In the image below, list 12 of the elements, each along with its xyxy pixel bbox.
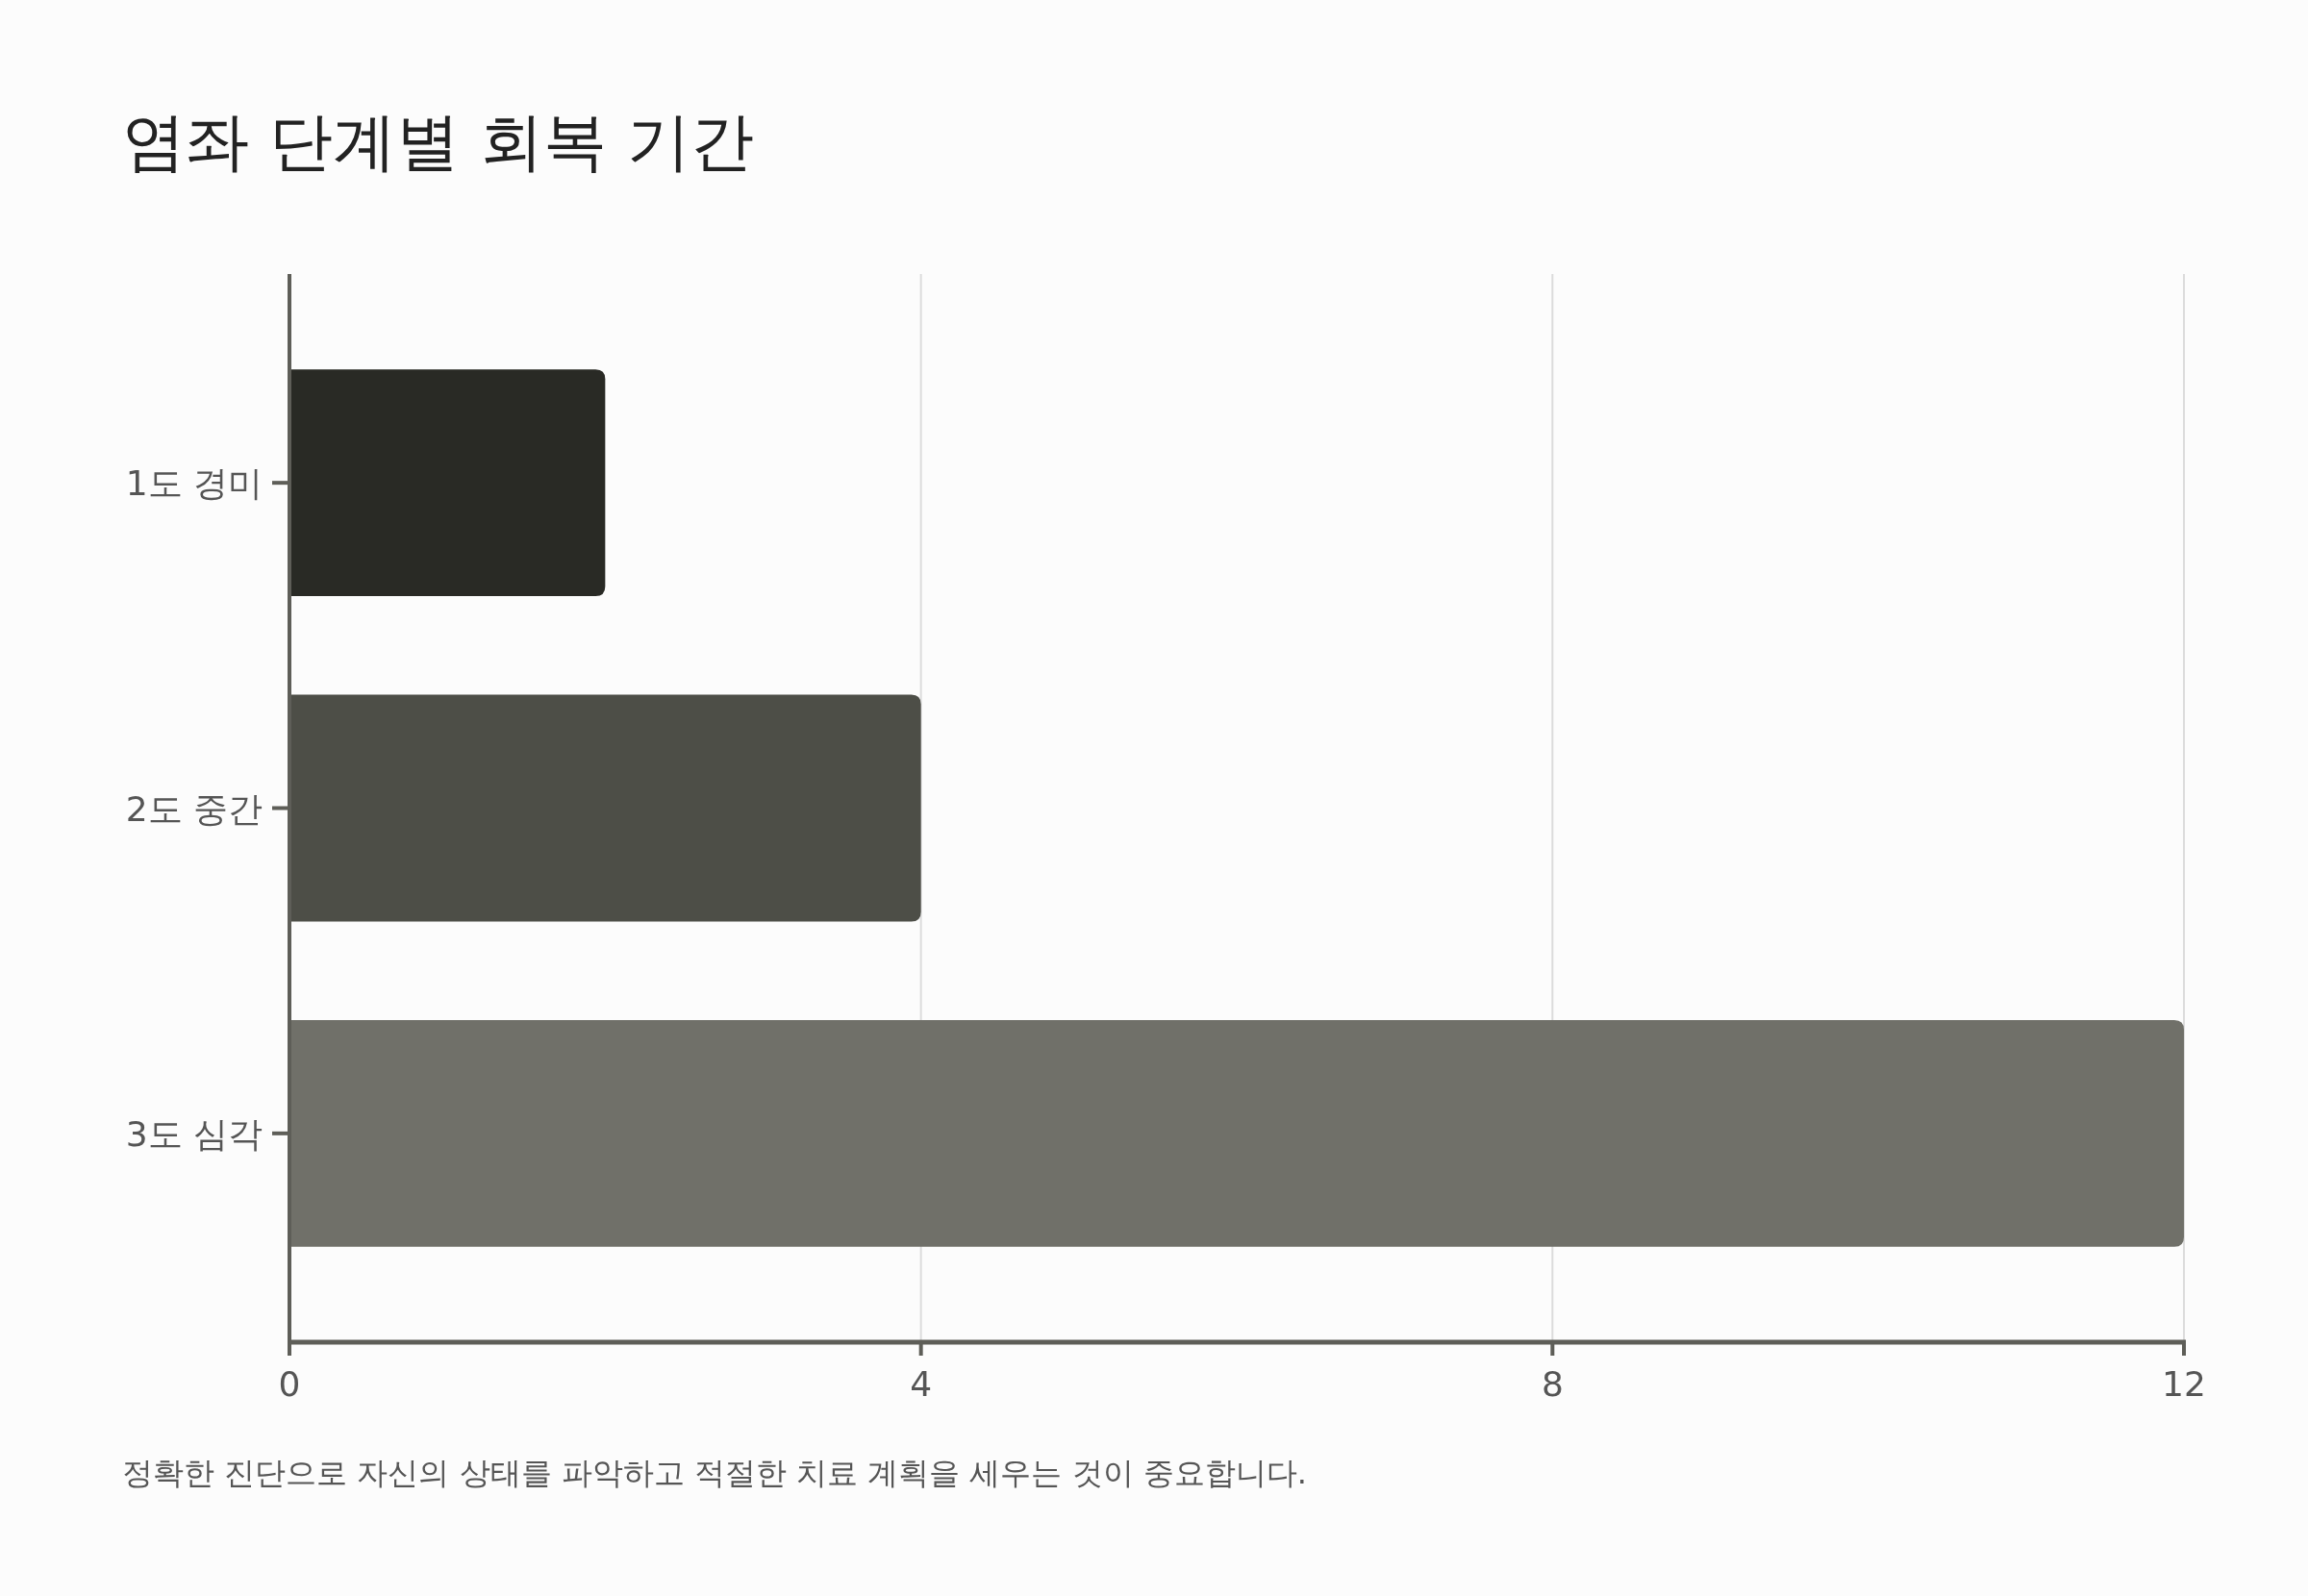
y-tick-label: 3도 심각 — [125, 1113, 263, 1154]
chart-title: 염좌 단계별 회복 기간 — [122, 105, 754, 179]
x-tick-label: 12 — [2162, 1364, 2206, 1404]
bar — [289, 369, 606, 597]
bar — [289, 694, 921, 922]
y-tick-label: 1도 경미 — [125, 463, 263, 504]
text: 정확한 진단으로 자신의 상태를 파악하고 적절한 치료 계획을 세우는 것이 중요합니다. — [122, 1455, 1307, 1491]
x-tick-label: 4 — [910, 1364, 933, 1404]
y-tick-label: 2도 중간 — [125, 788, 263, 829]
x-tick-label: 0 — [278, 1364, 301, 1404]
bar — [289, 1019, 2184, 1247]
x-tick-label: 8 — [1541, 1364, 1564, 1404]
